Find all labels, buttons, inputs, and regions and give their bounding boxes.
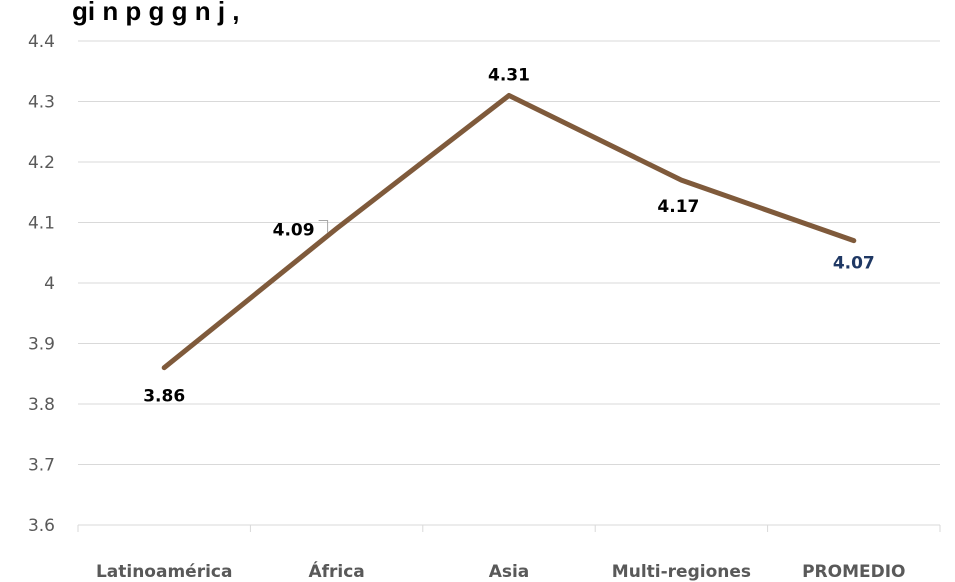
y-tick-label: 4.2 <box>28 153 55 173</box>
data-label: 4.31 <box>488 65 530 85</box>
x-tick-label: Asia <box>489 562 530 582</box>
y-tick-label: 3.9 <box>28 335 55 355</box>
data-label: 3.86 <box>143 387 185 407</box>
data-label: 4.09 <box>273 221 315 241</box>
series-lines <box>161 92 857 371</box>
y-tick-label: 4.4 <box>28 32 55 52</box>
y-tick-label: 3.8 <box>28 395 55 415</box>
data-labels: 3.86 4.09 4.31 4.17 4.07 <box>143 65 875 406</box>
leader-line <box>318 220 329 233</box>
y-tick-label: 3.7 <box>28 456 55 476</box>
x-tick-label: Latinoamérica <box>96 562 233 582</box>
chart-title: gi n p g g n j , <box>72 0 240 26</box>
y-axis-ticks: 3.6 3.7 3.8 3.9 4 4.1 4.2 4.3 4.4 <box>28 32 55 536</box>
x-tick-label: Multi-regiones <box>612 562 751 582</box>
y-tick-label: 3.6 <box>28 516 55 536</box>
x-tick-label: África <box>308 560 364 582</box>
series-line <box>161 92 857 371</box>
gridlines <box>78 40 940 465</box>
x-axis <box>77 524 941 532</box>
y-tick-label: 4 <box>44 274 55 294</box>
data-label: 4.07 <box>833 254 875 274</box>
data-label: 4.17 <box>657 197 699 217</box>
x-axis-ticks: Latinoamérica África Asia Multi-regiones PRO… <box>96 560 906 582</box>
y-tick-label: 4.3 <box>28 93 55 113</box>
x-tick-label: PROMEDIO <box>802 562 905 582</box>
y-tick-label: 4.1 <box>28 214 55 234</box>
